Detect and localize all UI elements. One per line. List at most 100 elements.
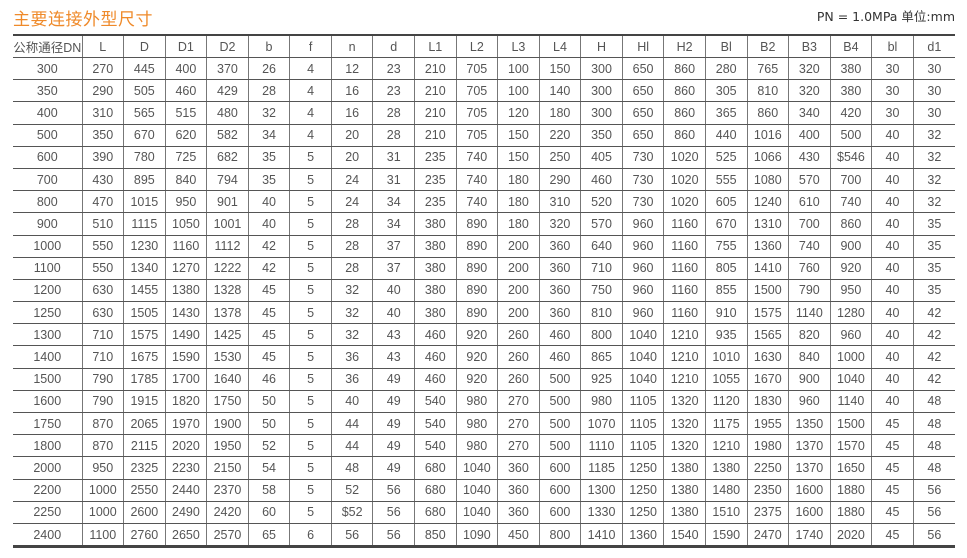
table-cell: 1020	[663, 146, 706, 169]
table-cell: 1000	[81, 479, 124, 502]
table-cell: 20	[330, 124, 373, 147]
table-row: 1100 550 1340 1270 1222 42 5 28 37 380 890 200 360 71…	[13, 257, 955, 280]
table-row: 1400 710 1675 1590 1530 45 5 36 43 460 920 260 460 86…	[13, 345, 955, 369]
table-cell: 840	[788, 345, 831, 369]
table-cell: 1120	[704, 390, 747, 414]
table-cell: 40	[871, 279, 914, 303]
table-cell: 460	[538, 345, 581, 369]
column-header: L3	[497, 35, 540, 58]
table-cell: 150	[538, 57, 581, 81]
table-cell: 16	[330, 79, 373, 103]
table-cell: 2490	[164, 501, 207, 524]
table-cell: 45	[247, 323, 290, 347]
table-cell: 400	[788, 124, 831, 147]
table-cell: 28	[330, 212, 373, 236]
table-row: 1000 550 1230 1160 1112 42 5 28 37 380 890 200 360 64…	[13, 235, 955, 258]
column-header: Bl	[704, 35, 747, 58]
table-row: 1500 790 1785 1700 1640 46 5 36 49 460 920 260 500 92…	[13, 368, 955, 391]
table-cell: 540	[414, 412, 457, 436]
table-cell: 40	[871, 212, 914, 236]
column-header: D2	[206, 35, 249, 58]
table-cell: 210	[414, 124, 457, 147]
table-cell: 1360	[621, 523, 664, 548]
table-cell: 790	[788, 279, 831, 303]
table-cell: 20	[330, 146, 373, 169]
table-cell: 210	[414, 101, 457, 125]
table-cell: 755	[704, 235, 747, 258]
table-cell: 920	[455, 323, 498, 347]
table-cell: 270	[497, 412, 540, 436]
table-cell: 54	[247, 456, 290, 480]
table-cell: 1700	[164, 368, 207, 391]
table-cell: 56	[372, 479, 415, 502]
pressure-unit-note: PN = 1.0MPa 单位:mm	[816, 9, 955, 24]
table-cell: 350	[580, 124, 623, 147]
table-cell: 640	[580, 235, 623, 258]
table-cell: 40	[372, 301, 415, 325]
table-cell: 45	[871, 501, 914, 524]
table-cell: 100	[497, 79, 540, 103]
table-cell: 49	[372, 456, 415, 480]
dn-cell: 800	[13, 190, 82, 214]
table-row: 700 430 895 840 794 35 5 24 31 235 740 180 290 460 730…	[13, 168, 955, 192]
table-cell: 680	[414, 456, 457, 480]
table-cell: 30	[912, 57, 955, 81]
table-cell: 460	[580, 168, 623, 192]
table-cell: 370	[206, 57, 249, 81]
table-row: 350 290 505 460 429 28 4 16 23 210 705 100 140 300 650…	[13, 79, 955, 103]
table-cell: 1500	[829, 412, 872, 436]
table-cell: 2440	[164, 479, 207, 502]
table-cell: 5	[289, 412, 332, 436]
table-cell: 2020	[829, 523, 872, 548]
table-cell: 980	[455, 390, 498, 414]
table-cell: 300	[580, 57, 623, 81]
table-cell: 1300	[580, 479, 623, 502]
table-cell: 570	[788, 168, 831, 192]
table-cell: 725	[164, 146, 207, 169]
table-cell: 30	[912, 101, 955, 125]
table-row: 600 390 780 725 682 35 5 20 31 235 740 150 250 405 730…	[13, 146, 955, 169]
table-cell: 45	[871, 434, 914, 458]
table-cell: 1830	[746, 390, 789, 414]
table-cell: 705	[455, 79, 498, 103]
table-cell: 5	[289, 301, 332, 325]
table-cell: 1530	[206, 345, 249, 369]
table-cell: 32	[330, 323, 373, 347]
table-cell: 270	[81, 57, 124, 81]
table-cell: 1105	[621, 390, 664, 414]
table-cell: 710	[580, 257, 623, 280]
table-cell: 1510	[704, 501, 747, 524]
table-cell: 630	[81, 279, 124, 303]
table-cell: 600	[538, 456, 581, 480]
table-cell: 30	[912, 79, 955, 103]
table-cell: 210	[414, 57, 457, 81]
table-cell: 800	[538, 523, 581, 548]
table-cell: 901	[206, 190, 249, 214]
table-cell: 1370	[788, 456, 831, 480]
table-cell: 610	[788, 190, 831, 214]
table-cell: 35	[912, 212, 955, 236]
table-cell: 582	[206, 124, 249, 147]
table-cell: 390	[81, 146, 124, 169]
table-cell: 1210	[663, 323, 706, 347]
table-cell: 40	[871, 168, 914, 192]
table-cell: 35	[912, 235, 955, 258]
table-cell: 4	[289, 79, 332, 103]
table-cell: 740	[455, 190, 498, 214]
table-cell: 150	[497, 146, 540, 169]
table-cell: 48	[330, 456, 373, 480]
table-cell: 1320	[663, 434, 706, 458]
table-cell: 300	[580, 101, 623, 125]
table-cell: 320	[788, 79, 831, 103]
table-cell: 2230	[164, 456, 207, 480]
table-cell: 1040	[455, 456, 498, 480]
table-cell: 2065	[123, 412, 166, 436]
table-cell: 480	[206, 101, 249, 125]
table-cell: 42	[247, 257, 290, 280]
table-cell: $52	[330, 501, 373, 524]
table-cell: 300	[580, 79, 623, 103]
table-cell: 1090	[455, 523, 498, 548]
column-header: b	[247, 35, 290, 58]
table-cell: 790	[81, 368, 124, 391]
table-cell: 1380	[663, 479, 706, 502]
